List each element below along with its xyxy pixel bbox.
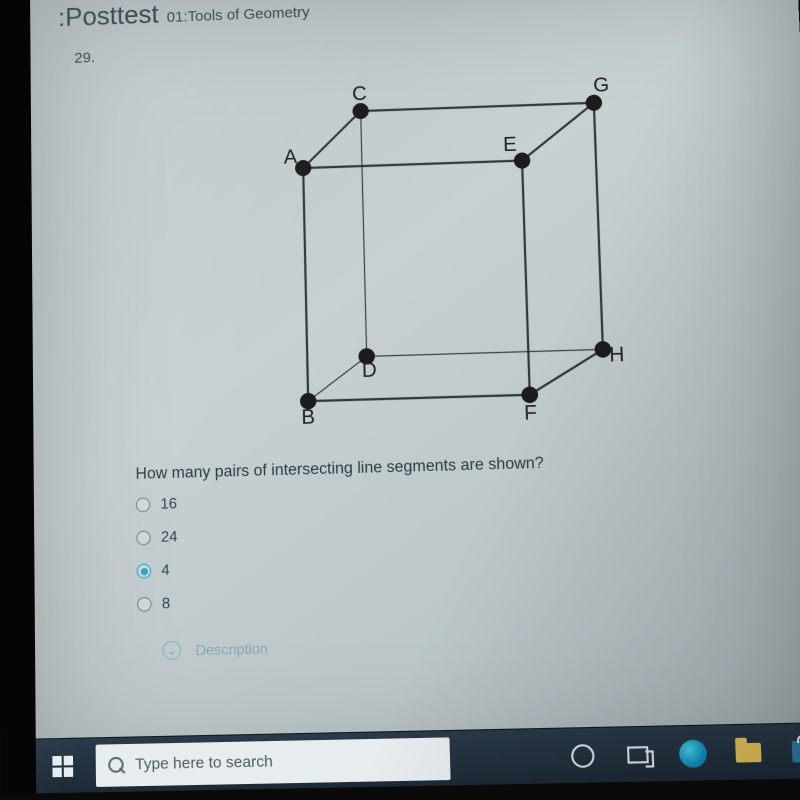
radio-icon — [136, 497, 151, 512]
description-row[interactable]: ⌄ Description — [162, 627, 799, 660]
svg-text:G: G — [593, 74, 610, 97]
answer-option[interactable]: 8 — [137, 584, 797, 613]
start-button[interactable] — [36, 738, 90, 794]
answer-option[interactable]: 24 — [136, 516, 794, 546]
edge-browser-icon[interactable] — [671, 731, 715, 775]
radio-icon — [137, 564, 152, 579]
cube-diagram: A C E G B D F H — [185, 46, 656, 456]
windows-logo-icon — [52, 755, 73, 777]
svg-text:C: C — [352, 83, 367, 105]
svg-text:D: D — [362, 359, 377, 382]
taskbar-right — [561, 729, 800, 777]
description-icon: ⌄ — [162, 641, 181, 660]
svg-text:A: A — [283, 146, 298, 169]
file-explorer-icon[interactable] — [726, 730, 770, 774]
monitor-bezel — [0, 0, 36, 794]
windows-taskbar: Type here to search — [36, 722, 800, 793]
option-label: 8 — [162, 596, 171, 613]
search-placeholder: Type here to search — [135, 753, 273, 774]
page-title: :Posttest — [58, 0, 159, 33]
figure-zone: A C E G B D F H — [58, 41, 789, 459]
radio-icon — [136, 531, 151, 546]
cortana-icon[interactable] — [561, 734, 605, 778]
answer-options: 16 24 4 8 — [136, 481, 797, 614]
page-subtitle: 01:Tools of Geometry — [167, 4, 310, 26]
task-view-icon[interactable] — [616, 733, 660, 777]
svg-text:F: F — [524, 402, 537, 425]
taskbar-search[interactable]: Type here to search — [96, 737, 451, 787]
option-label: 16 — [160, 496, 177, 513]
svg-text:E: E — [503, 134, 517, 157]
answer-option[interactable]: 4 — [137, 550, 796, 580]
option-label: 4 — [161, 562, 170, 579]
svg-text:H: H — [609, 344, 625, 367]
svg-text:B: B — [301, 406, 315, 429]
microsoft-store-icon[interactable] — [782, 729, 800, 773]
option-label: 24 — [161, 529, 178, 546]
search-icon — [108, 756, 125, 773]
radio-icon — [137, 597, 152, 612]
description-label: Description — [195, 640, 268, 658]
screen-area: :Posttest 01:Tools of Geometry 29. ACEGB… — [30, 0, 800, 793]
answer-option[interactable]: 16 — [136, 483, 793, 513]
photo-wrap: :Posttest 01:Tools of Geometry 29. ACEGB… — [0, 0, 800, 800]
